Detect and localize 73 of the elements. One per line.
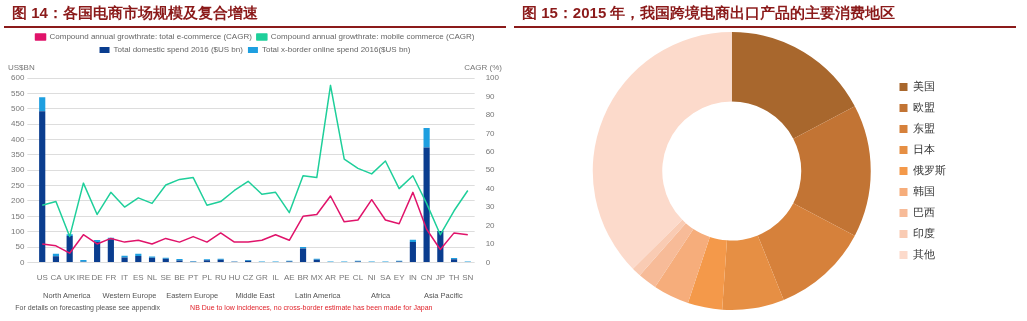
x-tick-label: TH: [448, 273, 460, 283]
y-tick-label: 500: [10, 103, 25, 113]
y2-tick-label: 80: [485, 110, 496, 120]
y2-tick-label: 10: [485, 239, 496, 249]
y2-tick-label: 70: [485, 128, 496, 138]
x-tick-label: IT: [121, 273, 129, 283]
x-tick-label: PL: [202, 273, 213, 283]
y-axis-title: US$BN: [8, 63, 35, 73]
y-tick-label: 150: [10, 211, 25, 221]
y2-tick-label: 90: [485, 91, 496, 101]
legend-label: 印度: [913, 227, 935, 240]
y-tick-label: 300: [10, 165, 25, 175]
x-tick-label: PT: [188, 273, 199, 283]
legend-label: 俄罗斯: [913, 164, 946, 177]
y2-tick-label: 100: [485, 73, 500, 83]
y2-tick-label: 60: [485, 146, 496, 156]
x-tick-label: BR: [297, 273, 309, 283]
legend-label: 美国: [913, 80, 935, 93]
legend-label: 其他: [913, 248, 935, 261]
x-tick-label: ES: [132, 273, 144, 283]
x-tick-label: JP: [435, 273, 445, 283]
x-tick-label: GR: [255, 273, 269, 283]
legend-label: 东盟: [913, 122, 935, 135]
chart-title: 图 14：各国电商市场规模及复合增速: [4, 0, 506, 28]
legend-label: Compound annual growthrate: total e-commerce (CAGR): [49, 32, 253, 42]
x-tick-label: US: [36, 273, 48, 283]
y-tick-label: 100: [10, 226, 25, 236]
x-tick-label: SE: [160, 273, 172, 283]
legend-label: Total domestic spend 2016 ($US bn): [113, 45, 244, 55]
x-tick-label: MX: [310, 273, 324, 283]
x-tick-label: CL: [352, 273, 364, 283]
x-tick-label: AR: [324, 273, 337, 283]
x-tick-label: FR: [105, 273, 117, 283]
x-tick-label: IL: [272, 273, 280, 283]
x-tick-label: SN: [462, 273, 474, 283]
y-tick-label: 450: [10, 119, 25, 129]
y-tick-label: 400: [10, 134, 25, 144]
legend-label: 欧盟: [913, 101, 935, 114]
y-tick-label: 350: [10, 150, 25, 160]
x-tick-label: NI: [367, 273, 376, 283]
x-tick-label: BE: [174, 273, 185, 283]
y2-tick-label: 50: [485, 165, 496, 175]
legend-label: 巴西: [913, 206, 935, 219]
x-tick-label: RU: [214, 273, 227, 283]
y2-tick-label: 20: [485, 220, 496, 230]
legend-label: Compound annual growthrate: mobile commerce (CAGR): [270, 32, 475, 42]
y-tick-label: 50: [15, 242, 25, 252]
x-tick-label: IRE: [76, 273, 91, 283]
x-tick-label: IN: [408, 273, 418, 283]
y-tick-label: 550: [10, 88, 25, 98]
chart-title: 图 15：2015 年，我国跨境电商出口产品的主要消费地区: [514, 0, 1016, 28]
x-tick-label: CA: [50, 273, 63, 283]
x-tick-label: SA: [380, 273, 392, 283]
y-tick-label: 600: [10, 73, 25, 83]
x-tick-label: CZ: [242, 273, 254, 283]
y-tick-label: 250: [10, 180, 25, 190]
x-tick-label: PE: [338, 273, 350, 283]
y-tick-label: 0: [19, 257, 25, 267]
legend-label: 日本: [913, 143, 935, 156]
y2-tick-label: 40: [485, 183, 496, 193]
y2-tick-label: 30: [485, 202, 496, 212]
y2-axis-title: CAGR (%): [464, 63, 503, 73]
x-tick-label: AE: [283, 273, 295, 283]
x-tick-label: NL: [146, 273, 158, 283]
legend-label: Total x-border online spend 2016($US bn): [261, 45, 411, 55]
legend-label: 韩国: [913, 185, 935, 198]
y2-tick-label: 0: [485, 257, 491, 267]
x-tick-label: DE: [91, 273, 103, 283]
x-tick-label: UK: [64, 273, 76, 283]
y-tick-label: 200: [10, 196, 25, 206]
x-tick-label: CN: [420, 273, 433, 283]
x-tick-label: HU: [228, 273, 241, 283]
x-tick-label: EY: [393, 273, 406, 283]
